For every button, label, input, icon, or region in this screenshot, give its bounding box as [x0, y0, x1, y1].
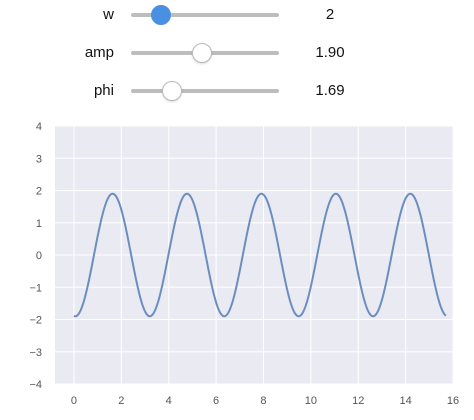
y-tick-label: 0 — [36, 250, 42, 262]
x-tick-label: 0 — [71, 395, 77, 407]
y-tick-label: −1 — [29, 282, 42, 294]
w-slider-value: 2 — [325, 6, 335, 23]
slider-row-amp: amp 1.90 — [0, 38, 474, 68]
phi-slider-value: 1.69 — [315, 82, 345, 99]
x-tick-label: 4 — [166, 395, 172, 407]
x-tick-label: 12 — [352, 395, 364, 407]
w-slider-thumb[interactable] — [150, 5, 171, 25]
series-line — [73, 192, 447, 318]
x-tick-label: 8 — [260, 395, 266, 407]
x-tick-labels: 0 2 4 6 8 10 12 14 16 — [71, 395, 459, 407]
w-slider-track[interactable] — [131, 13, 279, 17]
y-tick-label: −4 — [29, 379, 42, 391]
phi-slider-thumb[interactable] — [162, 81, 183, 101]
slider-row-w: w 2 — [0, 0, 474, 30]
phi-slider-label: phi — [93, 82, 114, 99]
slider-row-phi: phi 1.69 — [0, 76, 474, 106]
phi-slider-track[interactable] — [131, 89, 279, 93]
y-tick-label: 2 — [36, 186, 42, 198]
x-tick-label: 6 — [213, 395, 219, 407]
y-tick-label: 3 — [36, 153, 42, 165]
y-tick-labels: −4 −3 −2 −1 0 1 2 3 4 — [29, 121, 42, 391]
y-tick-label: −2 — [29, 315, 42, 327]
amp-slider-label: amp — [84, 44, 114, 61]
w-slider-label: w — [103, 6, 114, 23]
amp-slider-value: 1.90 — [315, 44, 345, 61]
y-tick-label: 4 — [36, 121, 42, 133]
x-tick-label: 2 — [118, 395, 124, 407]
x-tick-label: 10 — [305, 395, 317, 407]
y-tick-label: −3 — [29, 347, 42, 359]
y-tick-label: 1 — [36, 218, 42, 230]
x-tick-label: 14 — [399, 395, 411, 407]
amp-slider-thumb[interactable] — [192, 43, 213, 63]
x-tick-label: 16 — [447, 395, 459, 407]
